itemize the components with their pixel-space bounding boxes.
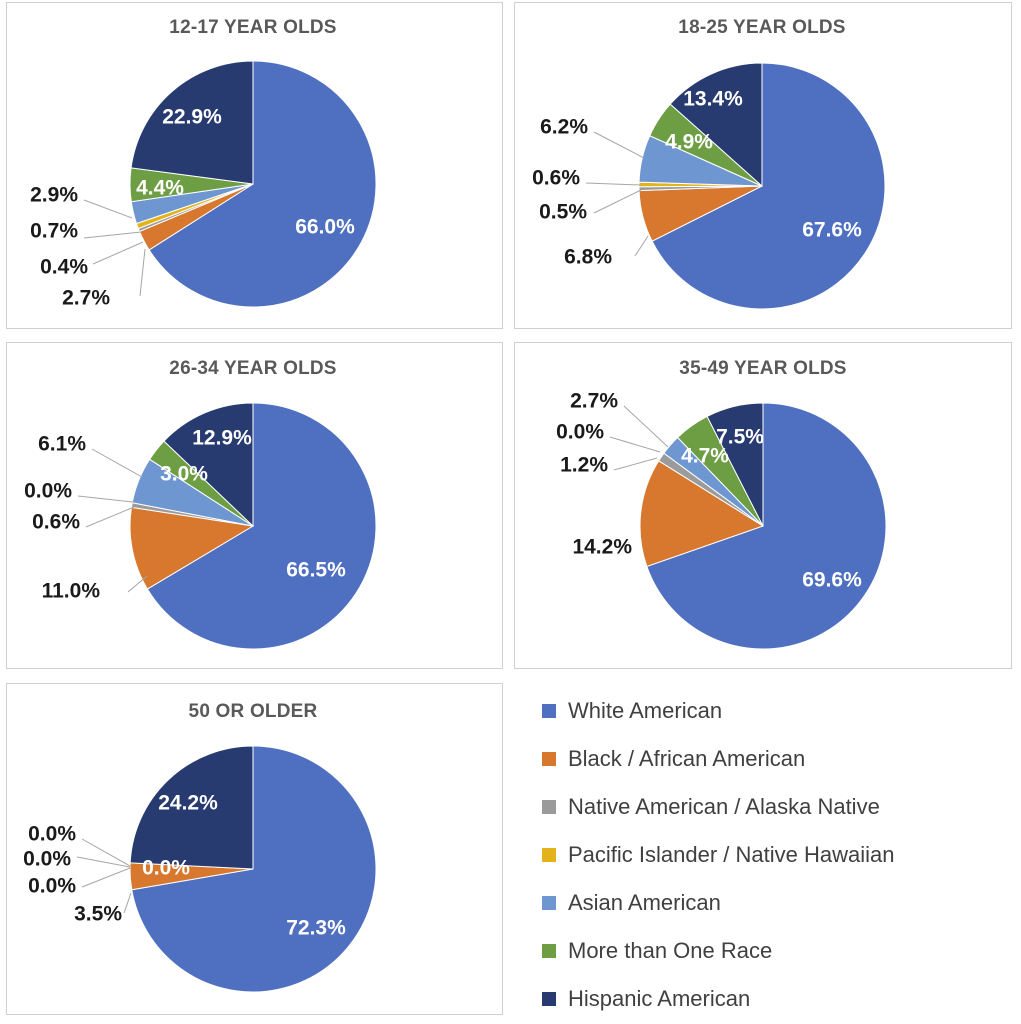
data-label-more-than-one-race: 0.0% bbox=[142, 857, 190, 880]
legend-label: Pacific Islander / Native Hawaiian bbox=[568, 842, 895, 867]
leader-line-native-american bbox=[593, 189, 642, 214]
legend-label: Hispanic American bbox=[568, 986, 751, 1011]
pie-slice-black-african-american bbox=[639, 460, 765, 568]
leader-line-native-american bbox=[81, 867, 131, 888]
pie-slice-hispanic-american bbox=[130, 60, 254, 185]
legend-item-black-african-american: Black / African American bbox=[542, 746, 805, 772]
legend-item-native-american: Native American / Alaska Native bbox=[542, 794, 880, 820]
data-label-more-than-one-race: 4.7% bbox=[681, 445, 729, 468]
chart-title: 26-34 YEAR OLDS bbox=[169, 358, 336, 379]
pie-slice-white-american bbox=[148, 60, 377, 308]
data-label-more-than-one-race: 4.9% bbox=[665, 131, 713, 154]
chart-title: 12-17 YEAR OLDS bbox=[169, 17, 336, 38]
pie-slice-white-american bbox=[146, 402, 377, 650]
data-label-hispanic-american: 13.4% bbox=[683, 88, 743, 111]
data-label-asian-american: 2.9% bbox=[30, 184, 78, 207]
leader-line-native-american bbox=[85, 506, 135, 528]
legend-swatch-hispanic-american bbox=[542, 992, 556, 1006]
data-label-native-american: 1.2% bbox=[560, 454, 608, 477]
legend-swatch-more-than-one-race bbox=[542, 944, 556, 958]
leader-line-black-african-american bbox=[634, 235, 649, 257]
data-label-hispanic-american: 7.5% bbox=[716, 426, 764, 449]
legend-swatch-pacific-islander bbox=[542, 848, 556, 862]
data-label-more-than-one-race: 3.0% bbox=[160, 463, 208, 486]
pie-chart-35-49: 35-49 YEAR OLDS 69.6% 14.2% 1.2% 0.0% 2.7% 4.7… bbox=[556, 358, 887, 650]
leader-line-asian-american bbox=[83, 199, 133, 219]
data-label-hispanic-american: 12.9% bbox=[192, 427, 252, 450]
legend-swatch-asian-american bbox=[542, 896, 556, 910]
data-label-pacific-islander: 0.0% bbox=[556, 421, 604, 444]
legend-item-hispanic-american: Hispanic American bbox=[542, 986, 750, 1012]
data-label-black-african-american: 14.2% bbox=[572, 536, 632, 559]
data-label-asian-american: 6.2% bbox=[540, 116, 588, 139]
chart-legend: White American Black / African American … bbox=[542, 692, 1012, 1022]
leader-line-asian-american bbox=[91, 448, 143, 478]
pie-chart-18-25: 18-25 YEAR OLDS 67.6% 6.8% 0.5% 0.6% 6.2% 4.9%… bbox=[532, 17, 886, 310]
pie-slice-hispanic-american bbox=[669, 62, 763, 188]
legend-item-pacific-islander: Pacific Islander / Native Hawaiian bbox=[542, 842, 894, 868]
legend-item-asian-american: Asian American bbox=[542, 890, 721, 916]
leader-line-asian-american bbox=[623, 405, 669, 448]
leader-line-black-african-american bbox=[139, 248, 146, 297]
data-label-white-american: 69.6% bbox=[802, 569, 862, 592]
pie-slice-white-american bbox=[131, 745, 377, 993]
pie-chart-50-older: 50 OR OLDER72.3%3.5%0.0%0.0%0.0%0.0%24.2… bbox=[23, 701, 377, 993]
data-label-pacific-islander: 0.6% bbox=[532, 167, 580, 190]
data-label-pacific-islander: 0.0% bbox=[23, 848, 71, 871]
leader-line-native-american bbox=[613, 457, 658, 471]
pie-slice-hispanic-american bbox=[129, 745, 254, 870]
legend-label: Black / African American bbox=[568, 746, 806, 771]
leader-line-pacific-islander bbox=[585, 182, 642, 186]
leader-line-asian-american bbox=[81, 838, 131, 867]
data-label-native-american: 0.6% bbox=[32, 511, 80, 534]
pie-chart-26-34: 26-34 YEAR OLDS 66.5% 11.0% 0.6% 0.0% 6.1% 3.0… bbox=[24, 358, 377, 650]
leader-line-black-african-american bbox=[127, 575, 148, 593]
data-label-black-african-american: 2.7% bbox=[62, 287, 110, 310]
data-label-black-african-american: 3.5% bbox=[74, 903, 122, 926]
data-label-native-american: 0.0% bbox=[28, 875, 76, 898]
chart-title: 35-49 YEAR OLDS bbox=[679, 358, 846, 379]
chart-title: 50 OR OLDER bbox=[189, 701, 318, 722]
data-label-native-american: 0.4% bbox=[40, 256, 88, 279]
data-label-pacific-islander: 0.7% bbox=[30, 220, 78, 243]
pie-slice-hispanic-american bbox=[706, 402, 764, 527]
legend-swatch-native-american bbox=[542, 800, 556, 814]
pie-slice-white-american bbox=[651, 62, 886, 310]
leader-line-native-american bbox=[92, 241, 144, 265]
legend-item-white-american: White American bbox=[542, 698, 722, 724]
legend-label: White American bbox=[568, 698, 723, 723]
data-label-asian-american: 2.7% bbox=[570, 390, 618, 413]
data-label-native-american: 0.5% bbox=[539, 201, 587, 224]
legend-swatch-black-african-american bbox=[542, 752, 556, 766]
data-label-white-american: 72.3% bbox=[286, 917, 346, 940]
data-label-asian-american: 6.1% bbox=[38, 433, 86, 456]
data-label-white-american: 67.6% bbox=[802, 219, 862, 242]
leader-line-black-african-american bbox=[123, 892, 132, 914]
data-label-asian-american: 0.0% bbox=[28, 823, 76, 846]
leader-line-pacific-islander bbox=[83, 231, 142, 239]
data-label-white-american: 66.0% bbox=[295, 216, 355, 239]
legend-label: More than One Race bbox=[568, 938, 773, 963]
data-label-hispanic-american: 22.9% bbox=[162, 106, 222, 129]
data-label-black-african-american: 11.0% bbox=[42, 580, 101, 603]
pie-slice-white-american bbox=[646, 402, 887, 650]
data-label-pacific-islander: 0.0% bbox=[24, 480, 72, 503]
chart-title: 18-25 YEAR OLDS bbox=[678, 17, 845, 38]
legend-label: Asian American bbox=[568, 890, 721, 915]
pie-chart-12-17: 12-17 YEAR OLDS 66.0% 2.7% 0.4% 0.7% 2.9% 4.4%… bbox=[30, 17, 377, 310]
data-label-black-african-american: 6.8% bbox=[564, 246, 612, 269]
pie-slice-hispanic-american bbox=[163, 402, 254, 528]
leader-line-pacific-islander bbox=[77, 495, 134, 503]
data-label-white-american: 66.5% bbox=[286, 559, 346, 582]
leader-line-pacific-islander bbox=[609, 436, 661, 453]
pie-slice-black-african-american bbox=[129, 506, 255, 590]
leader-line-pacific-islander bbox=[76, 856, 131, 868]
legend-swatch-white-american bbox=[542, 704, 556, 718]
legend-label: Native American / Alaska Native bbox=[568, 794, 880, 819]
data-label-hispanic-american: 24.2% bbox=[158, 792, 218, 815]
leader-line-asian-american bbox=[593, 131, 645, 159]
data-label-more-than-one-race: 4.4% bbox=[136, 177, 184, 200]
legend-item-more-than-one-race: More than One Race bbox=[542, 938, 772, 964]
